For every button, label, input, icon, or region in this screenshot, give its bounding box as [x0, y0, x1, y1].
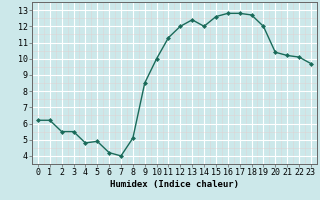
X-axis label: Humidex (Indice chaleur): Humidex (Indice chaleur): [110, 180, 239, 189]
